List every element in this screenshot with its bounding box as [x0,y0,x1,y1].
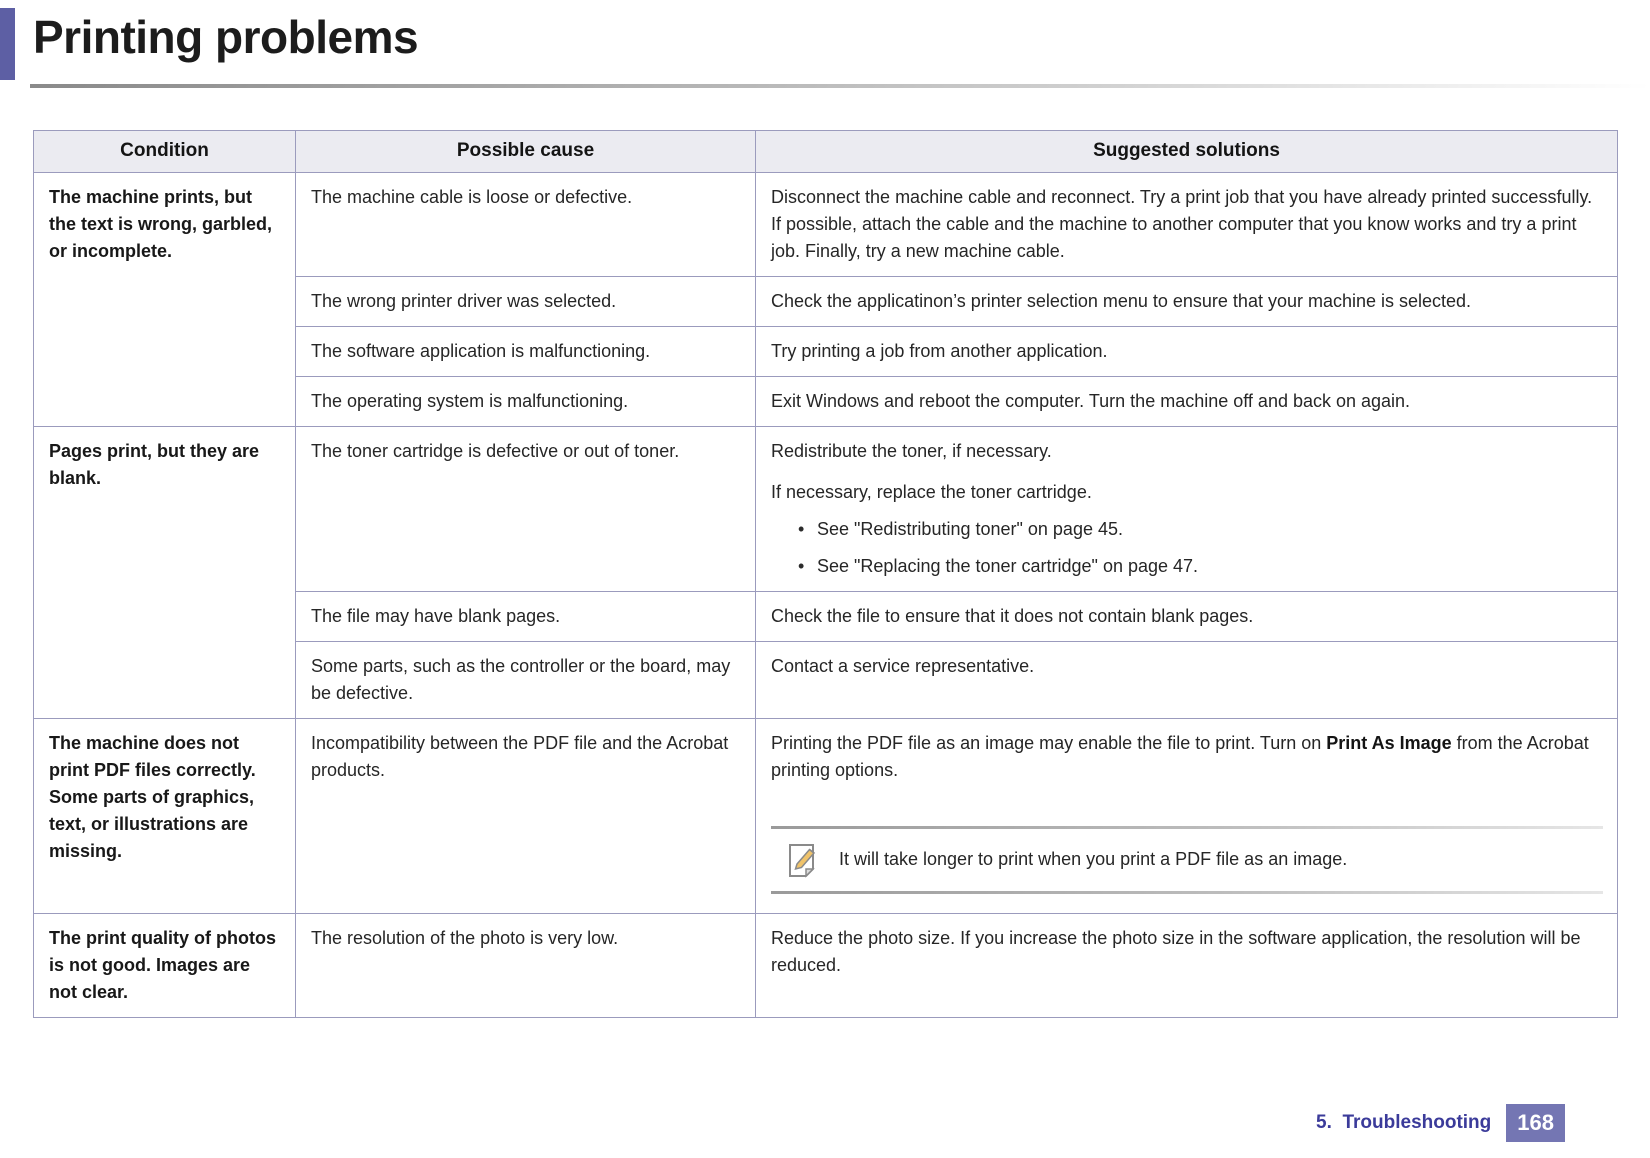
table-row: The print quality of photos is not good.… [33,912,1618,1018]
condition-cell: The machine does not print PDF files cor… [33,717,296,914]
table-row: The file may have blank pages. Check the… [34,590,1618,642]
printing-problems-table: Condition Possible cause Suggested solut… [33,129,1618,1018]
table-row: The machine prints, but the text is wron… [33,171,1618,427]
solution-text: from the Acrobat printing options. [771,732,1589,780]
solution-cell: Redistribute the toner, if necessary. If… [755,425,1618,592]
condition-cell: The machine prints, but the text is wron… [33,171,296,427]
title-divider [30,83,1650,88]
table-row: Pages print, but they are blank. The ton… [33,425,1618,719]
solution-line: Printing the PDF file as an image may en… [771,730,1603,784]
table-row: The wrong printer driver was selected. C… [34,275,1618,327]
page-footer: 5. Troubleshooting 168 [1316,1104,1565,1142]
page-header: Printing problems [0,0,1650,80]
solution-cell: Printing the PDF file as an image may en… [755,717,1618,914]
cause-cell: Incompatibility between the PDF file and… [295,717,756,914]
cause-cell: The resolution of the photo is very low. [295,912,756,1018]
solution-bullet: See "Redistributing toner" on page 45. [771,516,1603,543]
table-row: The operating system is malfunctioning. … [34,375,1618,427]
solution-cell: Try printing a job from another applicat… [755,325,1618,377]
solution-cell: Exit Windows and reboot the computer. Tu… [755,375,1618,427]
solution-line: If necessary, replace the toner cartridg… [771,481,1092,502]
col-header-condition: Condition [33,129,296,173]
cause-cell: The operating system is malfunctioning. [295,375,756,427]
cause-cell: The file may have blank pages. [295,590,756,642]
solution-bold-term: Print As Image [1326,732,1452,753]
col-header-possible-cause: Possible cause [295,129,756,173]
table-row: Some parts, such as the controller or th… [34,640,1618,719]
condition-cell: Pages print, but they are blank. [33,425,296,719]
note-box: It will take longer to print when you pr… [771,825,1603,894]
cause-cell: The toner cartridge is defective or out … [295,425,756,592]
note-with-pencil-icon [785,842,821,878]
solution-cell: Reduce the photo size. If you increase t… [755,912,1618,1018]
title-accent-bar [0,8,15,80]
solution-cell: Check the applicatinon’s printer selecti… [755,275,1618,327]
solution-text: Printing the PDF file as an image may en… [771,732,1327,753]
solution-cell: Check the file to ensure that it does no… [755,590,1618,642]
solution-cell: Contact a service representative. [755,640,1618,719]
col-header-suggested-solutions: Suggested solutions [755,129,1618,173]
cause-cell: The machine cable is loose or defective. [295,171,756,277]
cause-cell: Some parts, such as the controller or th… [295,640,756,719]
page-title: Printing problems [33,11,419,63]
page-number-badge: 168 [1506,1104,1565,1142]
solution-line: Redistribute the toner, if necessary. [771,440,1052,461]
condition-cell: The print quality of photos is not good.… [33,912,296,1018]
cause-cell: The software application is malfunctioni… [295,325,756,377]
solution-cell: Disconnect the machine cable and reconne… [755,171,1618,277]
table-row: The machine does not print PDF files cor… [33,717,1618,914]
table-header-row: Condition Possible cause Suggested solut… [33,129,1618,173]
note-text: It will take longer to print when you pr… [839,849,1348,870]
footer-section-label: 5. Troubleshooting [1316,1112,1492,1133]
solution-bullet: See "Replacing the toner cartridge" on p… [771,553,1603,580]
cause-cell: The wrong printer driver was selected. [295,275,756,327]
table-row: The software application is malfunctioni… [34,325,1618,377]
solution-bullet-list: See "Redistributing toner" on page 45. S… [771,516,1603,580]
